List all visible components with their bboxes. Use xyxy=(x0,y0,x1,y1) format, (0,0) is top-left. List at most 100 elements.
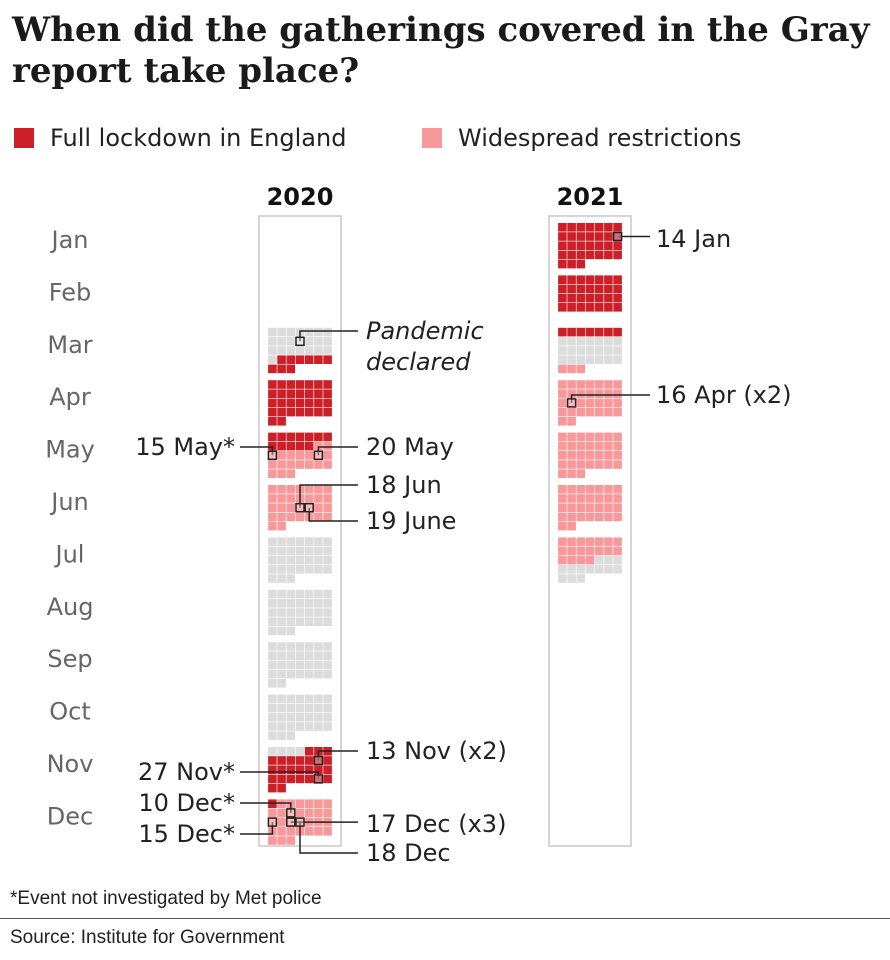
day-cell-2021-03-14 xyxy=(613,337,622,346)
month-label-nov: Nov xyxy=(47,750,94,778)
day-cell-2020-10-22 xyxy=(268,722,277,731)
day-cell-2021-07-16 xyxy=(567,555,576,565)
day-cell-2021-03-11 xyxy=(585,337,595,346)
day-cell-2020-03-24 xyxy=(286,355,296,364)
day-cell-2021-05-31 xyxy=(576,469,586,478)
day-cell-2021-01-06 xyxy=(604,223,613,232)
day-cell-2021-07-08 xyxy=(558,546,567,556)
day-cell-2020-08-25 xyxy=(295,617,305,626)
day-cell-2020-07-11 xyxy=(295,546,305,556)
day-cell-2021-06-23 xyxy=(567,512,576,522)
day-cell-2020-07-31 xyxy=(286,574,296,583)
day-cell-2021-03-13 xyxy=(604,337,613,346)
day-cell-2021-01-04 xyxy=(585,223,595,232)
day-cell-2020-03-16 xyxy=(277,346,286,355)
day-cell-2021-05-03 xyxy=(576,432,586,442)
day-cell-2021-01-26 xyxy=(594,250,604,260)
day-cell-2020-04-28 xyxy=(323,407,332,417)
day-cell-2021-01-21 xyxy=(613,241,622,250)
day-cell-2020-07-28 xyxy=(323,565,332,574)
day-cell-2020-05-08 xyxy=(268,441,277,451)
day-cell-2021-04-29 xyxy=(558,417,567,426)
day-cell-2021-07-01 xyxy=(558,537,567,546)
day-cell-2020-08-19 xyxy=(304,608,314,617)
day-cell-2020-09-22 xyxy=(268,669,277,679)
month-label-feb: Feb xyxy=(49,278,92,306)
day-cell-2020-04-17 xyxy=(286,398,296,408)
day-cell-2020-08-04 xyxy=(295,589,305,599)
day-cell-2020-10-06 xyxy=(314,694,323,704)
day-cell-2020-05-02 xyxy=(277,432,286,442)
event-leader-2021-04-16 xyxy=(570,394,650,403)
day-cell-2020-06-16 xyxy=(277,503,286,512)
day-cell-2020-08-28 xyxy=(323,617,332,626)
day-cell-2021-02-22 xyxy=(558,303,567,312)
day-cell-2021-07-09 xyxy=(567,546,576,556)
event-marker-2020-12-17 xyxy=(286,817,296,827)
day-cell-2020-10-04 xyxy=(295,694,305,704)
day-cell-2020-03-09 xyxy=(277,337,286,346)
day-cell-2021-06-28 xyxy=(613,512,622,522)
day-cell-2021-06-04 xyxy=(585,485,595,494)
day-cell-2020-03-05 xyxy=(304,327,314,337)
day-cell-2020-06-17 xyxy=(286,503,296,512)
day-cell-2020-10-14 xyxy=(323,703,332,713)
day-cell-2020-08-31 xyxy=(286,626,296,636)
day-cell-2020-07-24 xyxy=(286,565,296,574)
day-cell-2020-11-29 xyxy=(268,783,277,793)
event-label-2020-03-11-line2: declared xyxy=(366,348,471,376)
day-cell-2020-07-21 xyxy=(323,555,332,565)
day-cell-2021-02-01 xyxy=(558,275,567,284)
day-cell-2021-05-07 xyxy=(613,432,622,442)
month-label-aug: Aug xyxy=(47,593,94,621)
day-cell-2021-01-23 xyxy=(567,250,576,260)
day-cell-2021-06-03 xyxy=(576,485,586,494)
day-cell-2020-06-01 xyxy=(268,485,277,494)
day-cell-2020-05-07 xyxy=(323,432,332,442)
day-cell-2021-06-13 xyxy=(604,494,613,503)
day-cell-2021-02-05 xyxy=(594,275,604,284)
day-cell-2020-03-02 xyxy=(277,327,286,337)
day-cell-2020-11-03 xyxy=(286,747,296,756)
day-cell-2020-11-04 xyxy=(295,747,305,756)
day-cell-2020-08-07 xyxy=(323,589,332,599)
day-cell-2020-07-27 xyxy=(314,565,323,574)
day-cell-2020-06-27 xyxy=(314,512,323,522)
day-cell-2020-05-30 xyxy=(277,469,286,478)
day-cell-2021-06-06 xyxy=(604,485,613,494)
day-cell-2021-03-07 xyxy=(613,327,622,337)
day-cell-2020-09-30 xyxy=(277,679,286,688)
day-cell-2020-10-01 xyxy=(268,694,277,704)
day-cell-2020-04-11 xyxy=(295,389,305,398)
event-label-2020-11-13: 13 Nov (x2) xyxy=(366,737,507,765)
day-cell-2020-12-27 xyxy=(314,827,323,836)
day-cell-2020-05-06 xyxy=(314,432,323,442)
day-cell-2020-09-07 xyxy=(323,642,332,651)
day-cell-2021-07-10 xyxy=(576,546,586,556)
day-cell-2021-01-27 xyxy=(604,250,613,260)
legend-swatch-restrictions xyxy=(422,128,442,148)
day-cell-2021-05-06 xyxy=(604,432,613,442)
day-cell-2021-05-01 xyxy=(558,432,567,442)
day-cell-2021-01-20 xyxy=(604,241,613,250)
day-cell-2020-07-13 xyxy=(314,546,323,556)
day-cell-2021-06-05 xyxy=(594,485,604,494)
day-cell-2021-07-26 xyxy=(594,565,604,574)
day-cell-2021-03-10 xyxy=(576,337,586,346)
day-cell-2020-03-01 xyxy=(268,327,277,337)
day-cell-2020-11-10 xyxy=(286,756,296,765)
month-label-dec: Dec xyxy=(47,802,93,830)
day-cell-2020-03-18 xyxy=(295,346,305,355)
day-cell-2021-01-19 xyxy=(594,241,604,250)
day-cell-2020-05-09 xyxy=(277,441,286,451)
day-cell-2020-11-21 xyxy=(323,765,332,774)
day-cell-2020-04-22 xyxy=(268,407,277,417)
day-cell-2021-04-24 xyxy=(576,407,586,417)
day-cell-2021-02-04 xyxy=(585,275,595,284)
day-cell-2020-06-03 xyxy=(286,485,296,494)
day-cell-2020-12-05 xyxy=(304,799,314,808)
day-cell-2021-02-18 xyxy=(585,293,595,303)
day-cell-2020-10-16 xyxy=(277,713,286,722)
day-cell-2021-02-23 xyxy=(567,303,576,312)
event-label-2020-03-11: Pandemic xyxy=(366,317,484,345)
